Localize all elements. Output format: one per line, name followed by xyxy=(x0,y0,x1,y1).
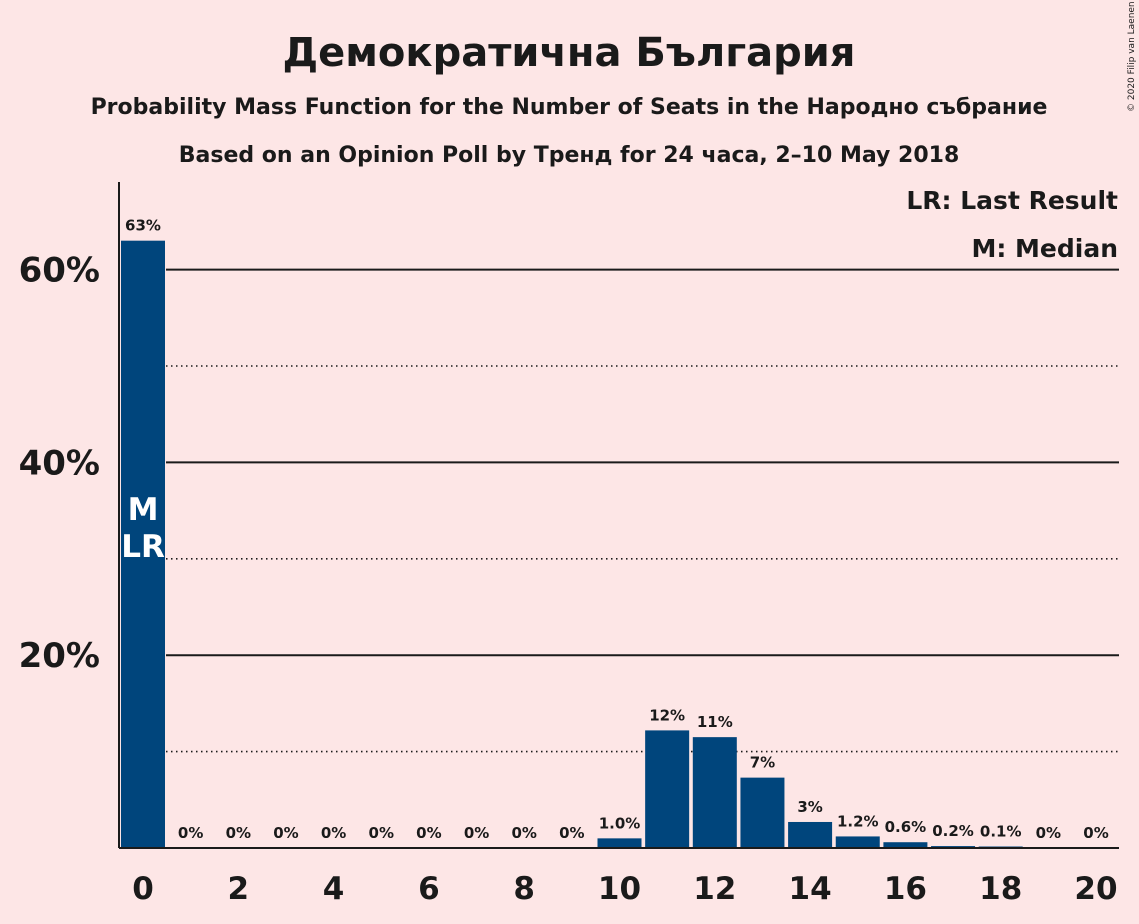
data-label-seat-14: 3% xyxy=(797,798,822,816)
data-label-seat-10: 1.0% xyxy=(599,814,641,832)
y-tick-label: 40% xyxy=(19,443,100,483)
data-label-seat-12: 11% xyxy=(697,713,733,731)
data-label-seat-20: 0% xyxy=(1083,824,1108,842)
data-label-seat-15: 1.2% xyxy=(837,812,879,830)
x-tick-label: 10 xyxy=(598,871,641,907)
x-tick-label: 20 xyxy=(1074,871,1117,907)
x-tick-label: 2 xyxy=(228,871,250,907)
bar-seat-11 xyxy=(645,730,690,848)
data-label-seat-6: 0% xyxy=(416,824,441,842)
data-label-seat-8: 0% xyxy=(511,824,536,842)
bar-seat-14 xyxy=(788,821,833,848)
legend-last-result: LR: Last Result xyxy=(906,186,1118,215)
data-label-seat-2: 0% xyxy=(226,824,251,842)
x-tick-label: 0 xyxy=(132,871,154,907)
data-label-seat-18: 0.1% xyxy=(980,823,1022,841)
bar-seat-15 xyxy=(835,836,880,848)
bar-markers: MLR xyxy=(121,492,165,565)
copyright-notice: © 2020 Filip van Laenen xyxy=(1127,1,1137,112)
bar-seat-0 xyxy=(121,240,165,848)
x-tick-label: 18 xyxy=(979,871,1022,907)
bar-seat-16 xyxy=(883,842,928,848)
x-tick-label: 12 xyxy=(693,871,736,907)
chart-title: Демократична България xyxy=(282,30,855,76)
x-tick-label: 6 xyxy=(418,871,440,907)
data-label-seat-3: 0% xyxy=(273,824,298,842)
data-label-seat-4: 0% xyxy=(321,824,346,842)
data-label-seat-11: 12% xyxy=(649,706,685,724)
data-label-seat-1: 0% xyxy=(178,824,203,842)
x-tick-label: 16 xyxy=(884,871,927,907)
bar-seat-12 xyxy=(692,737,737,848)
data-label-seat-16: 0.6% xyxy=(885,818,927,836)
bars xyxy=(121,240,1023,848)
chart-subtitle-1: Probability Mass Function for the Number… xyxy=(91,95,1048,120)
y-axis-ticks: 20% 40% 60% xyxy=(19,251,100,677)
x-tick-label: 8 xyxy=(513,871,535,907)
y-tick-label: 60% xyxy=(19,251,100,291)
x-tick-label: 14 xyxy=(789,871,832,907)
x-axis-ticks: 0 2 4 6 8 10 12 14 16 18 20 xyxy=(132,871,1117,907)
bar-seat-13 xyxy=(740,777,785,848)
data-label-seat-19: 0% xyxy=(1036,824,1061,842)
median-marker: M xyxy=(128,492,159,528)
data-label-seat-5: 0% xyxy=(369,824,394,842)
bar-seat-10 xyxy=(597,838,642,848)
last-result-marker: LR xyxy=(121,529,165,565)
legend-median: M: Median xyxy=(971,234,1118,263)
data-label-seat-7: 0% xyxy=(464,824,489,842)
data-label-seat-17: 0.2% xyxy=(932,822,974,840)
data-label-seat-0: 63% xyxy=(125,217,161,235)
gridlines xyxy=(166,268,1119,753)
data-labels: 63% 0% 0% 0% 0% 0% 0% 0% 0% 0% 1.0% 12% 11% 7% 3% 1.2% 0… xyxy=(125,217,1109,842)
y-tick-label: 20% xyxy=(19,636,100,676)
chart-subtitle-2: Based on an Opinion Poll by Тренд for 24… xyxy=(179,143,960,168)
data-label-seat-13: 7% xyxy=(750,754,775,772)
x-tick-label: 4 xyxy=(323,871,345,907)
data-label-seat-9: 0% xyxy=(559,824,584,842)
